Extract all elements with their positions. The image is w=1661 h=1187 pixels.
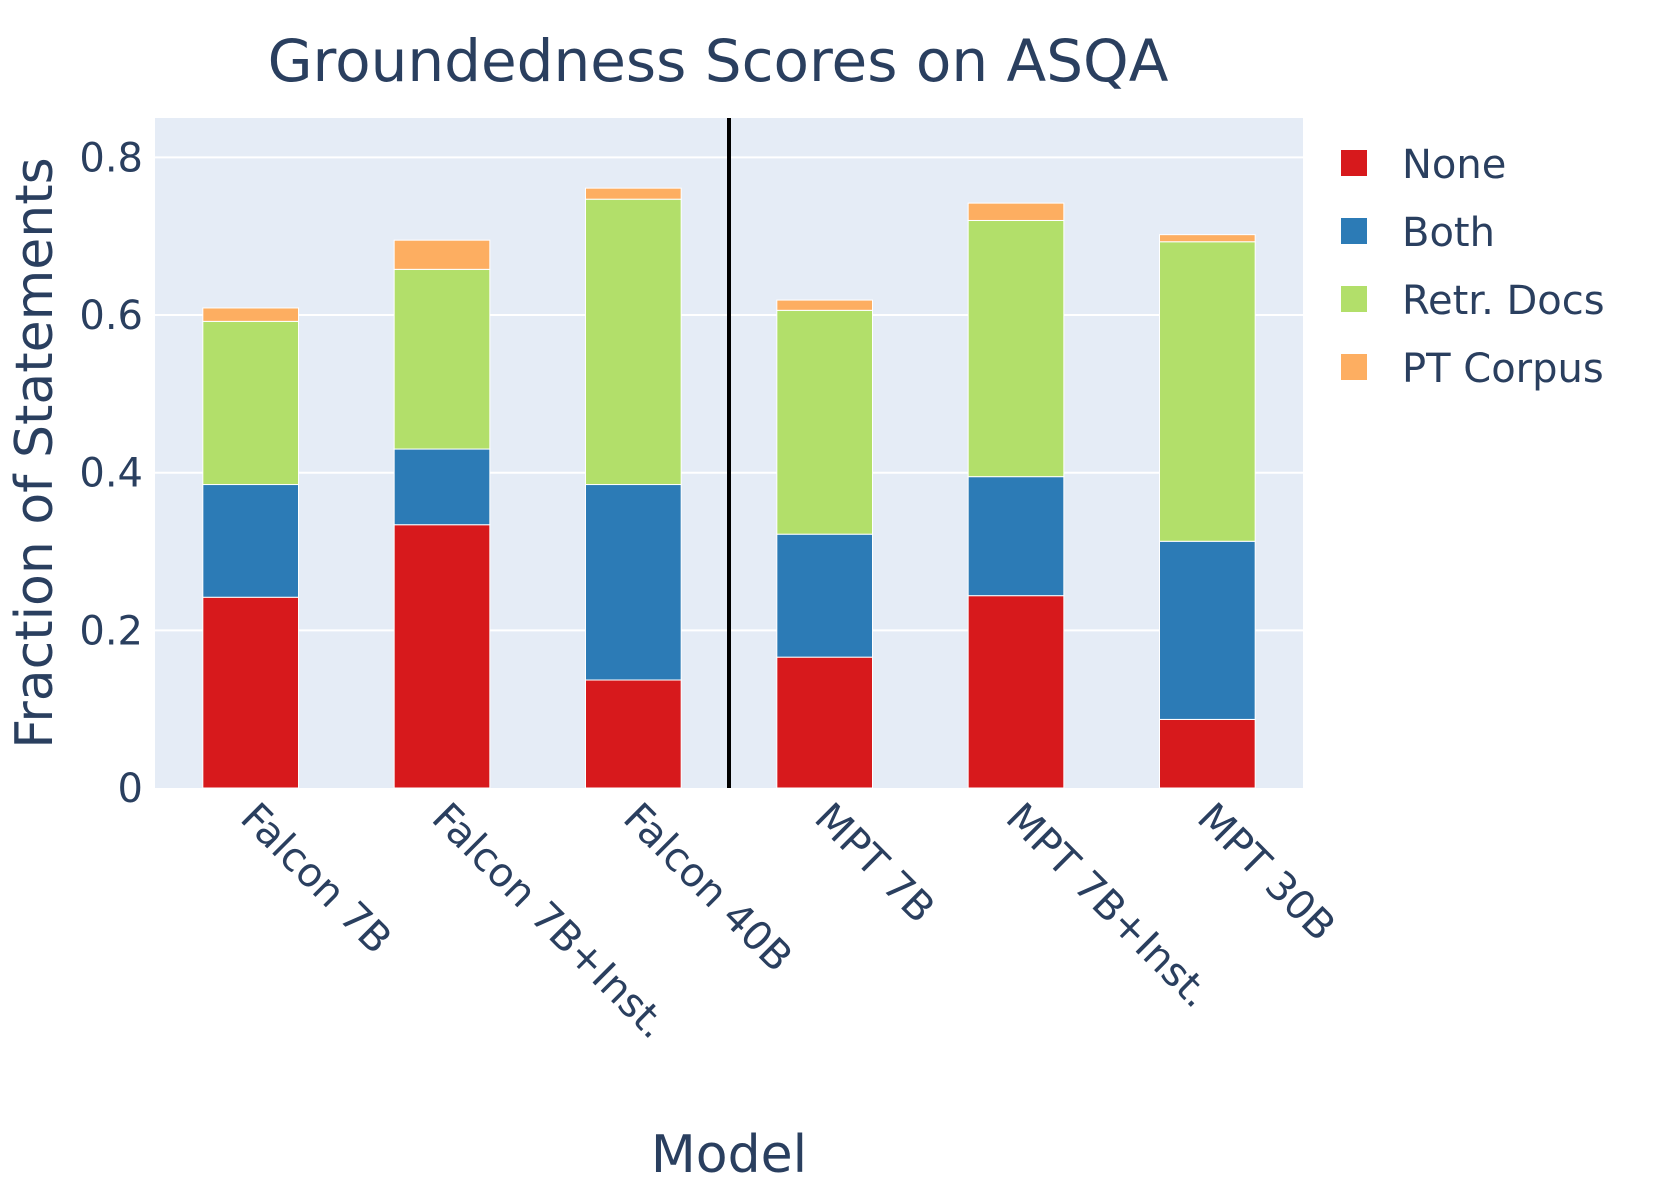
bar-segment <box>393 268 491 450</box>
bars <box>202 187 1256 789</box>
bar-segment <box>393 448 491 526</box>
bar-segment <box>967 202 1065 221</box>
legend-label: Retr. Docs <box>1402 278 1605 324</box>
bar-segment <box>1159 718 1256 789</box>
x-axis-ticks: Falcon 7B Falcon 7B+Inst.Falcon 40B MPT 7B… <box>232 795 1344 1048</box>
bar-segment <box>776 309 873 535</box>
y-tick-label: 0.4 <box>79 451 143 497</box>
bar-segment <box>585 187 682 200</box>
bar-segment <box>776 533 873 658</box>
legend-swatch <box>1341 286 1367 312</box>
bar-segment <box>585 679 682 789</box>
legend-label: PT Corpus <box>1402 346 1604 392</box>
bar-segment <box>202 320 299 486</box>
bar-segment <box>776 299 873 311</box>
y-tick-label: 0 <box>118 766 143 812</box>
bar-segment <box>393 239 491 270</box>
legend-swatch <box>1341 218 1367 244</box>
bar-segment <box>1159 540 1256 720</box>
x-tick-label: Falcon 7B <box>232 795 401 964</box>
bar-segment <box>585 198 682 486</box>
x-axis-title: Model <box>651 1125 807 1185</box>
bar-segment <box>202 307 299 322</box>
legend: None Both Retr. Docs PT Corpus <box>1341 142 1605 392</box>
bar-segment <box>1159 241 1256 542</box>
bar-segment <box>202 596 299 789</box>
legend-label: Both <box>1402 210 1495 256</box>
legend-swatch <box>1341 150 1367 176</box>
y-tick-label: 0.6 <box>79 293 143 339</box>
y-tick-label: 0.2 <box>79 608 143 654</box>
bar-segment <box>1159 234 1256 243</box>
bar-segment <box>202 484 299 598</box>
y-axis-ticks: 0 0.2 0.4 0.6 0.8 <box>79 135 143 812</box>
bar-segment <box>967 595 1065 789</box>
chart-title: Groundedness Scores on ASQA <box>268 27 1169 95</box>
x-tick-label: MPT 30B <box>1188 795 1344 951</box>
bar-segment <box>967 219 1065 478</box>
x-tick-label: MPT 7B+Inst. <box>997 795 1219 1017</box>
legend-label: None <box>1402 142 1506 188</box>
y-axis-title: Fraction of Statements <box>5 157 65 748</box>
x-tick-label: Falcon 40B <box>614 795 801 982</box>
bar-segment <box>585 484 682 681</box>
y-tick-label: 0.8 <box>79 135 143 181</box>
x-tick-label: MPT 7B <box>806 795 944 933</box>
bar-segment <box>967 476 1065 597</box>
legend-swatch <box>1341 354 1367 380</box>
bar-segment <box>393 524 491 789</box>
bar-segment <box>776 656 873 789</box>
